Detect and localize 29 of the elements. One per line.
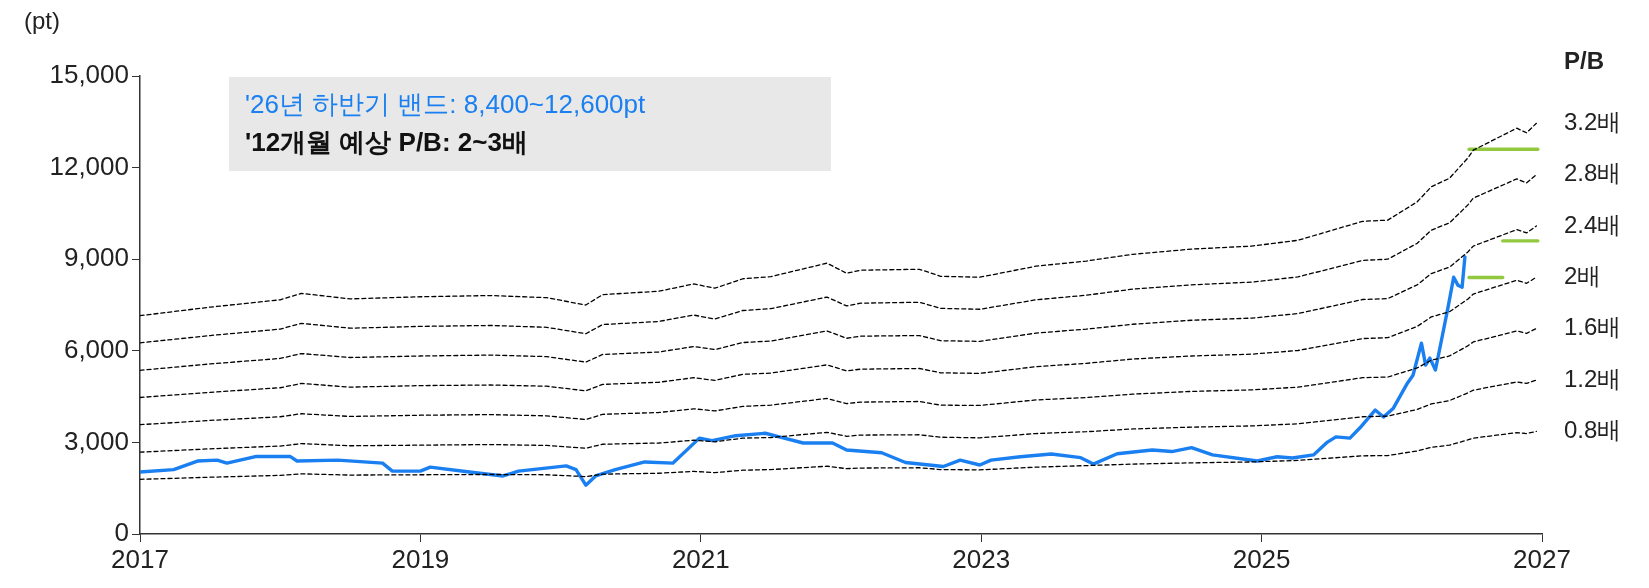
note-box: '26년 하반기 밴드: 8,400~12,600pt '12개월 예상 P/B: 2~3배 xyxy=(229,77,831,171)
y-tick-label: 12,000 xyxy=(49,150,129,181)
line-series xyxy=(140,276,1538,399)
line-series xyxy=(140,225,1538,371)
line-series xyxy=(140,379,1538,453)
series-label: 3.2배 xyxy=(1564,107,1622,135)
line-series xyxy=(140,430,1538,480)
x-tick-label: 2021 xyxy=(671,543,730,574)
line-series xyxy=(140,173,1538,344)
y-tick-label: 9,000 xyxy=(63,242,129,273)
y-tick-label: 3,000 xyxy=(63,425,129,456)
line-series xyxy=(140,122,1538,317)
x-tick-label: 2027 xyxy=(1513,543,1571,574)
y-tick-label: 15,000 xyxy=(49,59,129,90)
y-tick-label: 6,000 xyxy=(63,333,129,364)
x-tick-label: 2023 xyxy=(952,543,1011,574)
series-label: 1.2배 xyxy=(1564,364,1622,392)
x-tick-label: 2025 xyxy=(1232,543,1291,574)
x-tick-label: 2019 xyxy=(391,543,450,574)
series-label: 0.8배 xyxy=(1564,416,1622,444)
series-label: 2.8배 xyxy=(1564,159,1622,187)
annotation: '12개월 예상 P/B: 2~3배 xyxy=(245,126,529,159)
line-series xyxy=(140,327,1538,426)
series-label: 2배 xyxy=(1564,261,1602,289)
series-label: 1.6배 xyxy=(1564,313,1622,341)
series-label: 2.4배 xyxy=(1564,210,1622,238)
y-axis-title: (pt) xyxy=(24,6,60,34)
annotation: '26년 하반기 밴드: 8,400~12,600pt xyxy=(245,88,647,121)
legend-title: P/B xyxy=(1564,46,1605,74)
